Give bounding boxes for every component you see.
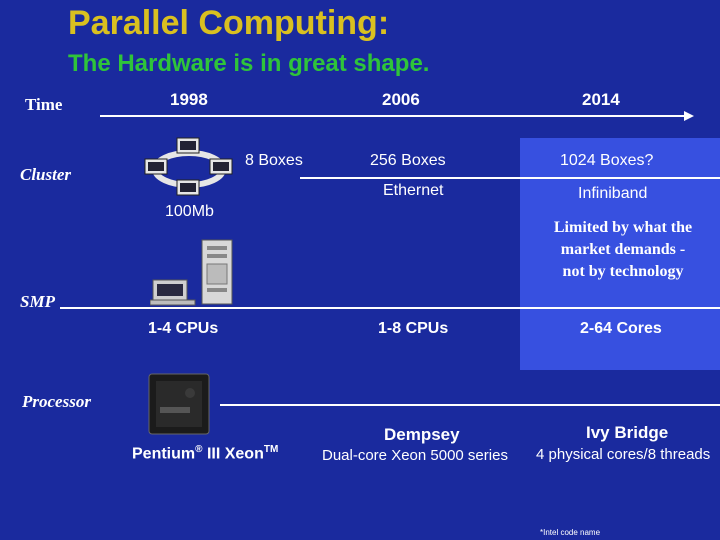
cluster-2006-boxes: 256 Boxes — [370, 152, 446, 169]
processor-2006-name: Dempsey — [384, 425, 460, 444]
processor-1998-name: Pentium® III XeonTM — [132, 444, 278, 463]
year-2006: 2006 — [382, 90, 420, 109]
smp-2014-cores: 2-64 Cores — [580, 320, 662, 337]
row-label-cluster: Cluster — [20, 165, 72, 184]
cluster-1998-boxes: 8 Boxes — [245, 152, 303, 169]
cluster-2006-network: Ethernet — [383, 182, 444, 199]
smp-1998-cpus: 1-4 CPUs — [148, 320, 219, 337]
time-arrow — [100, 111, 694, 121]
row-label-processor: Processor — [22, 392, 91, 411]
pentium-model: III Xeon — [202, 445, 264, 463]
pentium-brand: Pentium — [132, 445, 196, 463]
future-highlight-panel — [520, 138, 720, 370]
footnote: *Intel code name — [540, 528, 601, 537]
cluster-2014-network: Infiniband — [578, 185, 648, 202]
cluster-network-icon — [144, 137, 233, 196]
smp-divider — [60, 307, 720, 309]
processor-2014-desc: 4 physical cores/8 threads — [536, 446, 711, 463]
cluster-1998-network: 100Mb — [165, 203, 214, 220]
smp-server-icon — [150, 239, 233, 306]
cluster-divider — [300, 177, 720, 179]
xeon-chip-icon — [148, 373, 210, 435]
year-1998: 1998 — [170, 90, 208, 109]
slide-subtitle: The Hardware is in great shape. — [68, 50, 430, 77]
time-label: Time — [25, 95, 63, 114]
market-limit-note: Limited by what the market demands - not… — [553, 219, 693, 280]
processor-2006-desc: Dual-core Xeon 5000 series — [322, 447, 508, 464]
smp-2006-cpus: 1-8 CPUs — [378, 320, 449, 337]
processor-divider — [220, 404, 720, 406]
year-2014: 2014 — [582, 90, 620, 109]
slide-title: Parallel Computing: — [68, 4, 390, 42]
processor-2014-name: Ivy Bridge — [586, 423, 669, 442]
trademark-mark: TM — [263, 444, 279, 455]
registered-mark: ® — [195, 444, 203, 455]
row-label-smp: SMP — [20, 292, 55, 311]
cluster-2014-boxes: 1024 Boxes? — [560, 152, 654, 169]
